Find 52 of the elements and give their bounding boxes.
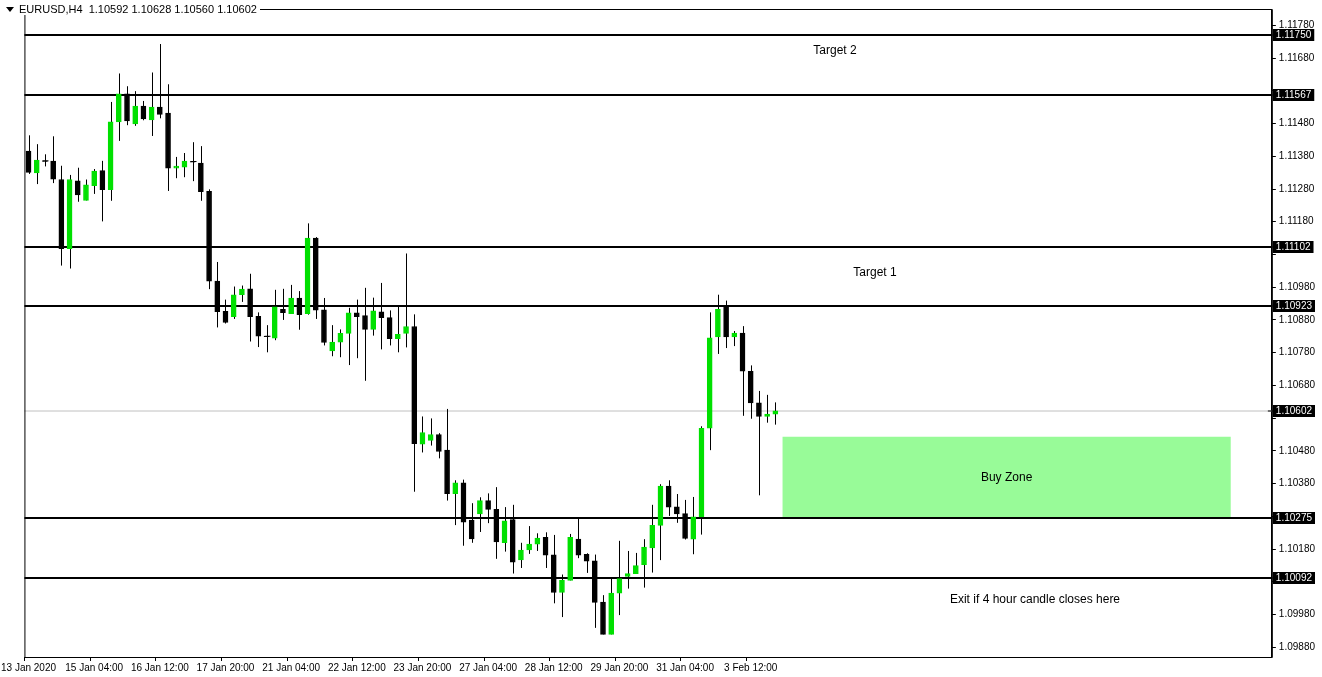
candlestick [33,143,40,185]
annotation: Target 2 [813,43,858,58]
x-tick-label: 21 Jan 04:00 [262,661,321,673]
x-tick-label: 13 Jan 2020 [1,661,57,673]
candlestick [756,390,762,496]
y-tick-label: 1.11480 [1278,117,1315,129]
x-tick-label: 3 Feb 12:00 [724,661,778,673]
candlestick [633,552,639,575]
y-tick-label: 1.11280 [1278,182,1315,194]
candlestick [518,542,524,569]
candlestick [74,167,81,203]
y-tick-label: 1.11780 [1278,19,1315,31]
band-label: Buy Zone [980,469,1033,484]
candlestick [764,394,770,424]
y-tick-label: 1.10680 [1278,379,1316,391]
candlestick [436,432,442,459]
ref-line-label: 1.10275 [1275,511,1313,523]
x-tick-label: 23 Jan 20:00 [393,661,452,673]
ref-line-label: 1.10923 [1275,299,1313,311]
chart-title: EURUSD,H4 1.10592 1.10628 1.10560 1.10602 [19,3,257,15]
x-tick-label: 17 Jan 20:00 [196,661,255,673]
x-tick-label: 28 Jan 12:00 [524,661,584,673]
x-tick-label: 31 Jan 04:00 [656,661,715,673]
candlestick [329,324,336,357]
candlestick [91,168,98,195]
y-tick-label: 1.10180 [1278,542,1316,554]
ref-line-label: 1.10092 [1275,571,1313,583]
y-tick-label: 1.09980 [1278,608,1316,620]
y-tick-label: 1.10880 [1278,313,1316,325]
candlestick [255,311,262,348]
candlestick [263,324,271,353]
annotation: Exit if 4 hour candle closes here [949,592,1121,607]
x-tick-label: 16 Jan 12:00 [130,661,190,673]
y-tick-label: 1.10380 [1278,477,1316,489]
y-tick-label: 1.11180 [1278,215,1314,227]
y-tick-label: 1.10980 [1278,280,1316,292]
ref-line-label: 1.10602 [1275,404,1313,416]
y-tick-label: 1.10780 [1278,346,1316,358]
y-tick-label: 1.11380 [1278,150,1315,162]
y-tick-label: 1.10480 [1278,444,1316,456]
x-tick-label: 29 Jan 20:00 [590,661,649,673]
ref-line-label: 1.11102 [1275,240,1311,252]
y-tick-label: 1.09880 [1278,640,1316,652]
candlestick [50,135,56,184]
x-tick-label: 27 Jan 04:00 [459,661,518,673]
ref-line-label: 1.11567 [1275,88,1312,100]
ref-line-label: 1.11750 [1275,28,1312,40]
x-tick-label: 15 Jan 04:00 [65,661,124,673]
x-tick-label: 22 Jan 12:00 [327,661,387,673]
y-tick-label: 1.11680 [1278,51,1315,63]
annotation: Target 1 [853,265,898,280]
candlestick [526,525,532,555]
